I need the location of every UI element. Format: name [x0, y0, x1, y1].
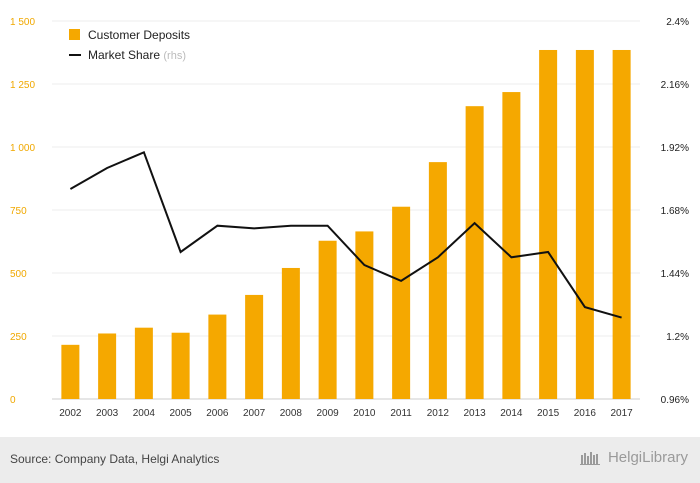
legend: Customer Deposits Market Share (rhs) — [69, 28, 190, 62]
bar-2008 — [281, 267, 300, 399]
bar-2010 — [355, 231, 374, 399]
legend-share-name: Market Share — [88, 48, 160, 62]
x-tick-label: 2016 — [574, 408, 597, 419]
brand-logo: HelgiLibrary — [579, 449, 688, 466]
x-tick-label: 2003 — [96, 408, 119, 419]
bar-2017 — [612, 49, 631, 399]
right-tick-label: 1.44% — [661, 269, 689, 280]
left-tick-label: 750 — [10, 206, 27, 217]
legend-label-deposits: Customer Deposits — [88, 28, 190, 42]
bar-2007 — [245, 294, 264, 399]
left-tick-label: 500 — [10, 269, 27, 280]
right-tick-label: 2.4% — [666, 17, 689, 28]
right-axis-ticks: 0.96% 1.2% 1.44% 1.68% 1.92% 2.16% 2.4% — [661, 17, 689, 406]
bar-2003 — [98, 333, 117, 399]
legend-share-suffix: (rhs) — [163, 50, 186, 62]
deposit-bars — [61, 49, 631, 400]
bar-2011 — [392, 206, 411, 399]
left-tick-label: 1 500 — [10, 17, 35, 28]
bar-2013 — [465, 106, 484, 400]
footer-band — [0, 437, 700, 483]
x-tick-label: 2007 — [243, 408, 266, 419]
right-tick-label: 1.2% — [666, 332, 689, 343]
right-tick-label: 0.96% — [661, 395, 689, 406]
bar-2009 — [318, 240, 337, 399]
left-tick-label: 250 — [10, 332, 27, 343]
legend-swatch-deposits — [69, 29, 80, 40]
x-tick-label: 2009 — [317, 408, 340, 419]
library-icon — [579, 451, 602, 465]
bar-2004 — [134, 327, 153, 399]
right-tick-label: 1.68% — [661, 206, 689, 217]
x-tick-label: 2005 — [170, 408, 193, 419]
x-tick-label: 2017 — [611, 408, 634, 419]
bar-2006 — [208, 314, 227, 399]
x-tick-label: 2002 — [59, 408, 82, 419]
combo-chart: 0 250 500 750 1 000 1 250 1 500 0.96% 1.2% 1.44%… — [10, 17, 689, 419]
left-axis-ticks: 0 250 500 750 1 000 1 250 1 500 — [10, 17, 35, 406]
x-tick-label: 2011 — [390, 408, 412, 419]
bar-2016 — [575, 49, 594, 399]
brand-name: HelgiLibrary — [607, 449, 688, 466]
x-tick-label: 2015 — [537, 408, 560, 419]
left-tick-label: 0 — [10, 395, 16, 406]
bar-2002 — [61, 344, 80, 399]
x-tick-label: 2013 — [464, 408, 487, 419]
source-note: Source: Company Data, Helgi Analytics — [10, 452, 220, 466]
x-tick-label: 2006 — [206, 408, 229, 419]
bar-2012 — [428, 162, 447, 399]
left-tick-label: 1 000 — [10, 143, 35, 154]
x-tick-label: 2004 — [133, 408, 156, 419]
left-tick-label: 1 250 — [10, 80, 35, 91]
bar-2015 — [539, 49, 558, 399]
x-axis-ticks: 2002 2003 2004 2005 2006 2007 2008 2009 2010 2011… — [59, 408, 633, 419]
x-tick-label: 2010 — [353, 408, 376, 419]
right-tick-label: 2.16% — [661, 80, 689, 91]
legend-label-share: Market Share (rhs) — [88, 48, 186, 62]
x-tick-label: 2014 — [500, 408, 523, 419]
bar-2014 — [502, 92, 521, 400]
right-tick-label: 1.92% — [661, 143, 689, 154]
x-tick-label: 2008 — [280, 408, 303, 419]
market-share-line — [69, 150, 622, 319]
bar-2005 — [171, 332, 190, 399]
x-tick-label: 2012 — [427, 408, 450, 419]
